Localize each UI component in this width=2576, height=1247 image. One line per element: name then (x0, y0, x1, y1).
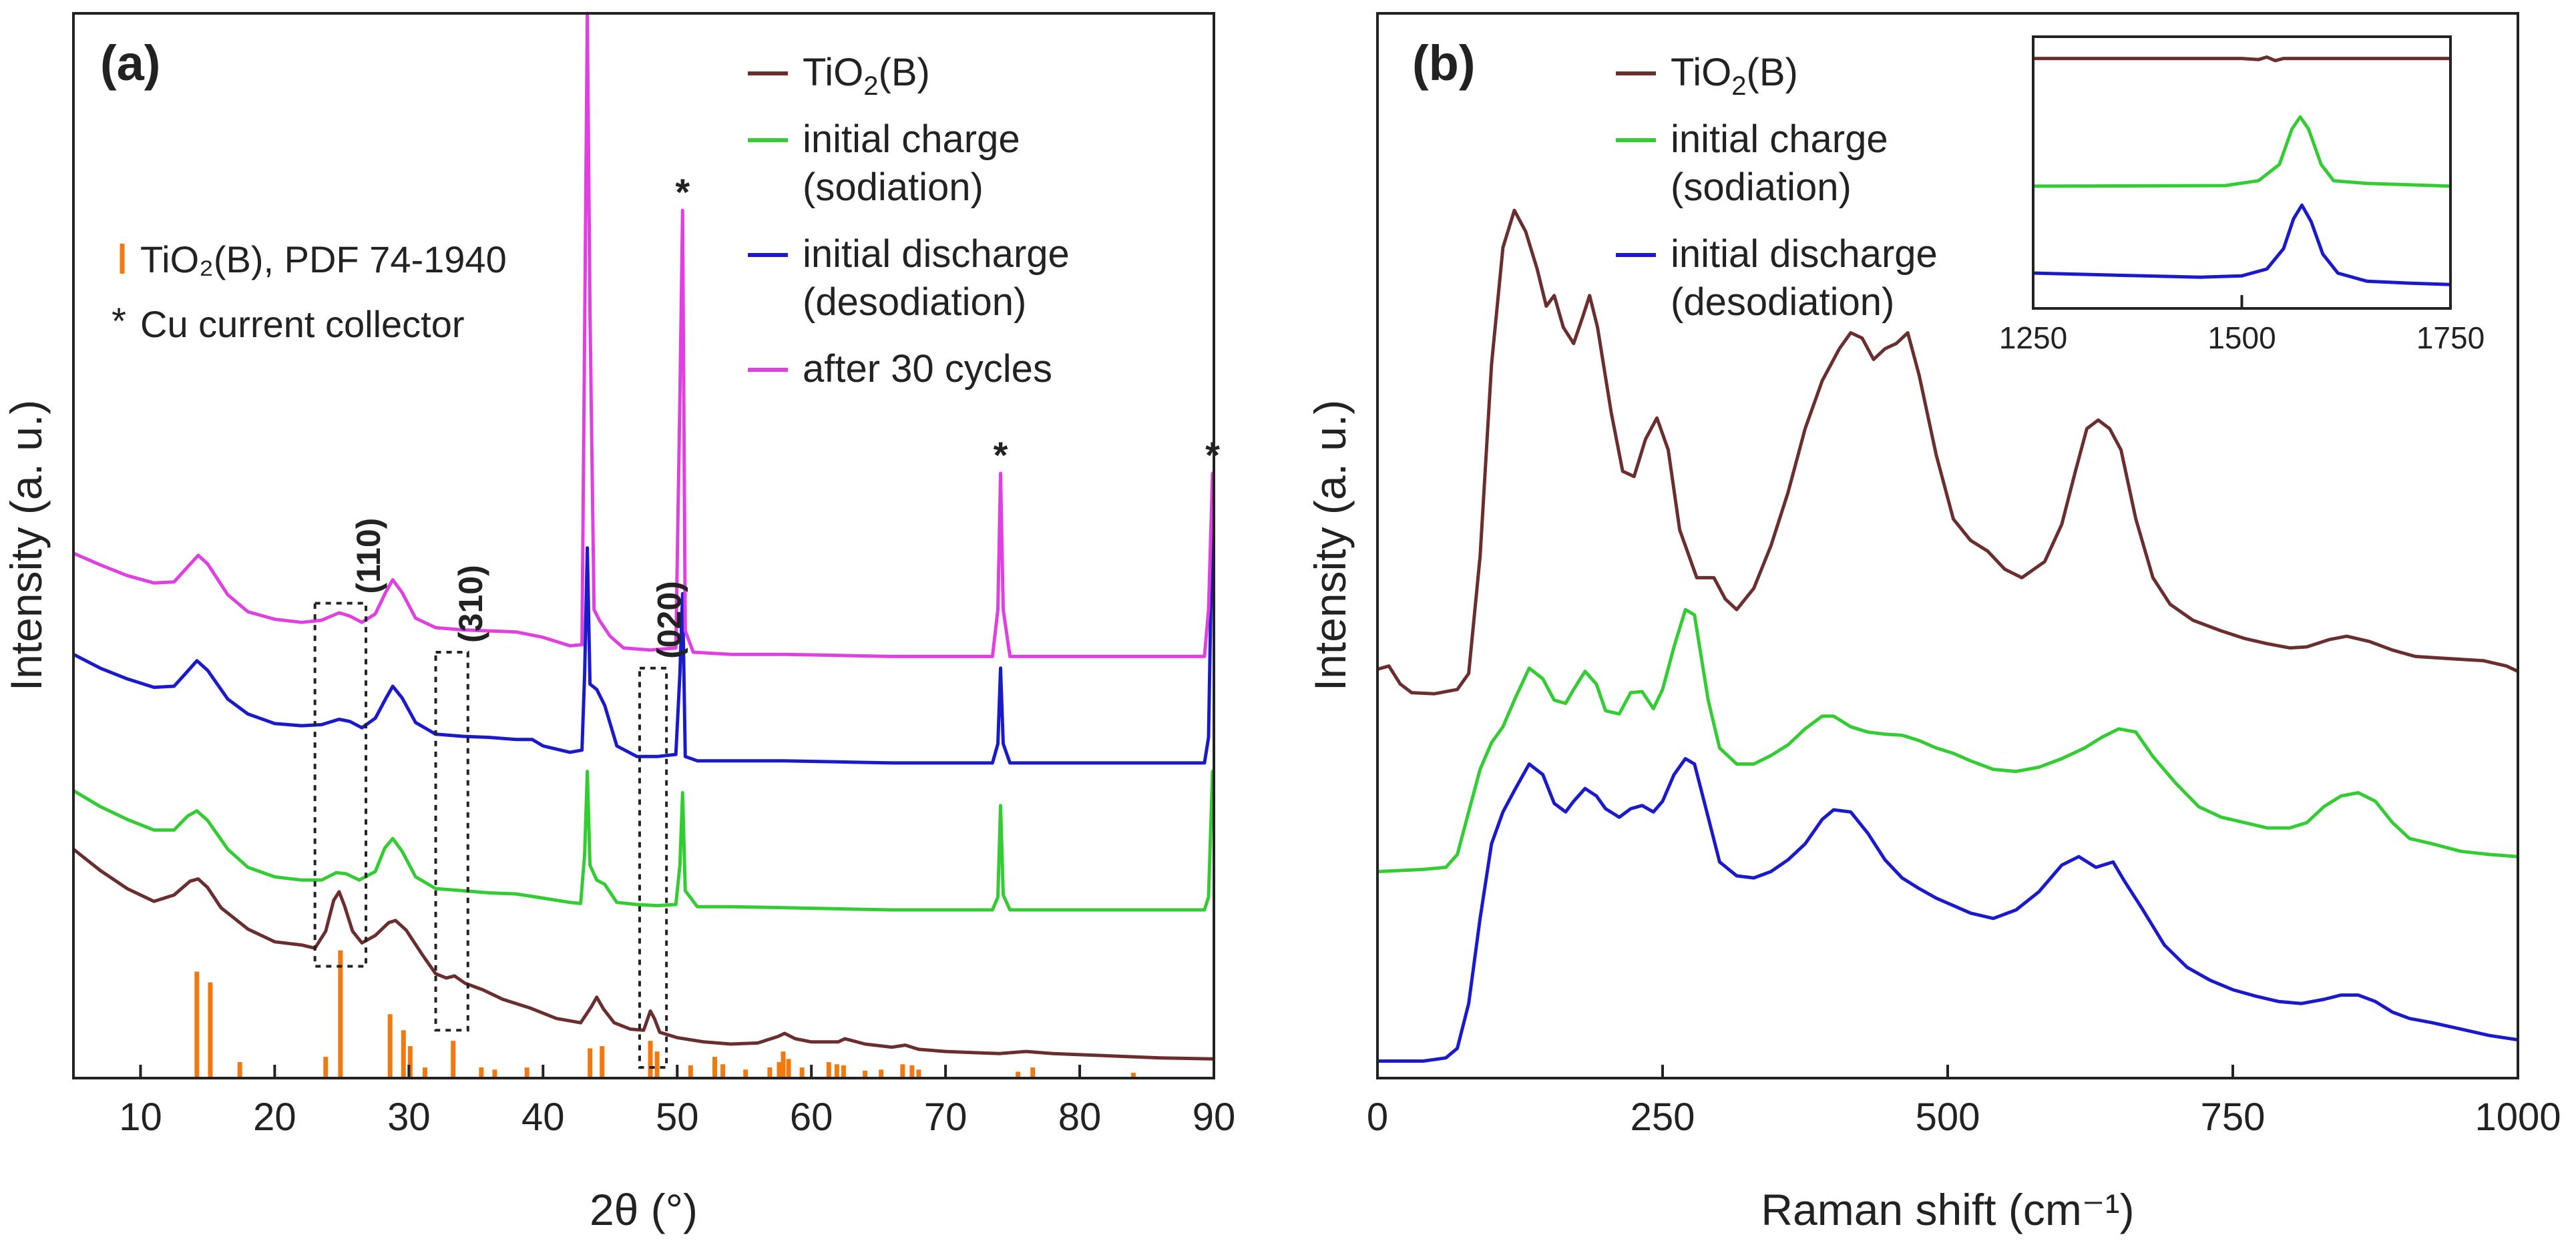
panel-a-x-label: 2θ (°) (590, 1185, 698, 1234)
inset-line-tio2b (2033, 55, 2450, 63)
panel-b-label: (b) (1412, 35, 1476, 91)
series-line-charge (72, 770, 1215, 912)
hkl-box (313, 601, 368, 968)
panel-b-y-label: Intensity (a. u.) (1305, 400, 1355, 692)
legend-label-discharge: (desodiation) (1671, 280, 1894, 324)
x-tick-label: 60 (790, 1095, 833, 1139)
legend-label-tio2b: TiO2(B) (803, 51, 930, 101)
x-tick-label: 80 (1058, 1095, 1102, 1139)
legend-label-discharge: initial discharge (803, 232, 1070, 276)
x-tick-label: 1750 (2416, 320, 2485, 355)
series-line-charge (1377, 607, 2519, 874)
inset-line-charge (2032, 115, 2451, 188)
series-line-discharge (1377, 757, 2519, 1063)
series-line-discharge (72, 501, 1215, 765)
legend-label-charge: initial charge (1671, 117, 1888, 161)
x-tick-label: 30 (387, 1095, 431, 1139)
legend-label-cycles: after 30 cycles (803, 347, 1052, 391)
panel-b: 0 250 500 750 1000 (b) Raman shift (cm⁻¹) In… (1305, 12, 2561, 1234)
series-line-cycles (73, 11, 1215, 658)
legend-label-tio2b: TiO2(B) (1671, 51, 1798, 101)
hkl-label: (110) (350, 518, 387, 594)
panel-b-plot-area (1377, 208, 2519, 1063)
hkl-label: (020) (650, 581, 688, 659)
legend-label-discharge: initial discharge (1671, 232, 1938, 276)
series-line-tio2b (1377, 208, 2519, 696)
x-tick-label: 40 (521, 1095, 565, 1139)
x-tick-label: 70 (924, 1095, 968, 1139)
cu-legend-label: Cu current collector (140, 303, 465, 345)
cu-peak-star: * (994, 434, 1008, 476)
x-tick-label: 500 (1916, 1095, 1980, 1139)
pdf-reference-legend: TiO₂(B), PDF 74-1940 (120, 238, 507, 280)
panel-a-plot-area: (110)(310)(020)**** (72, 0, 1220, 1078)
panel-a-frame (72, 12, 1215, 1079)
x-tick-label: 250 (1631, 1095, 1695, 1139)
panel-b-x-ticks: 0 250 500 750 1000 (1367, 1065, 2561, 1139)
legend-label-charge: initial charge (803, 117, 1020, 161)
panel-a-legend: TiO2(B) initial charge (sodiation) initial … (748, 51, 1070, 391)
cu-peak-star: * (675, 171, 690, 213)
inset-background (2033, 37, 2450, 308)
x-tick-label: 1250 (1999, 320, 2067, 355)
pdf-legend-label: TiO₂(B), PDF 74-1940 (140, 238, 507, 280)
x-tick-label: 1500 (2207, 320, 2276, 355)
legend-label-charge: (sodiation) (1671, 166, 1852, 209)
legend-label-charge: (sodiation) (803, 166, 984, 209)
inset-x-ticks: 1250 1500 1750 (1999, 295, 2485, 355)
x-tick-label: 1000 (2475, 1095, 2561, 1139)
series-line-tio2b (72, 848, 1215, 1061)
panel-a-x-ticks: 10 20 30 40 50 60 70 80 90 (119, 1065, 1235, 1139)
x-tick-label: 20 (253, 1095, 296, 1139)
x-tick-label: 750 (2201, 1095, 2266, 1139)
cu-legend-star: * (112, 300, 126, 342)
hkl-box (638, 666, 668, 1069)
x-tick-label: 50 (656, 1095, 699, 1139)
hkl-box (434, 651, 469, 1032)
panel-b-legend: TiO2(B) initial charge (sodiation) initial … (1616, 51, 1938, 324)
panel-a-label: (a) (100, 35, 160, 91)
panel-b-x-label: Raman shift (cm⁻¹) (1761, 1185, 2134, 1234)
x-tick-label: 0 (1367, 1095, 1388, 1139)
raman-inset: 1250 1500 1750 (1999, 35, 2485, 355)
x-tick-label: 90 (1193, 1095, 1236, 1139)
inset-series (2032, 55, 2451, 286)
cu-collector-legend: * Cu current collector (112, 300, 464, 345)
panel-a-y-label: Intensity (a. u.) (1, 400, 51, 692)
legend-label-discharge: (desodiation) (803, 280, 1026, 324)
x-tick-label: 10 (119, 1095, 162, 1139)
hkl-label: (310) (452, 565, 489, 643)
inset-line-discharge (2032, 203, 2451, 286)
